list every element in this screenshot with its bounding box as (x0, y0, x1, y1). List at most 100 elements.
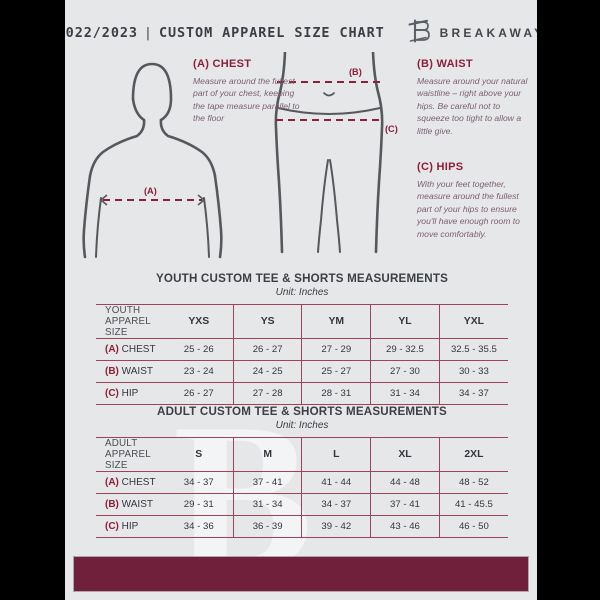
youth-table-header-row: YOUTH APPAREL SIZE YXS YS YM YL YXL (96, 304, 508, 339)
youth-size-col-2: YM (301, 304, 372, 339)
header-season: 2022/2023 (65, 25, 138, 41)
adult-table-title: ADULT CUSTOM TEE & SHORTS MEASUREMENTS (157, 405, 447, 418)
youth-hip-yl: 31 - 34 (370, 382, 440, 405)
youth-row-name-waist: WAIST (121, 366, 153, 377)
adult-waist-2xl: 41 - 45.5 (439, 493, 508, 516)
youth-row-name-chest: CHEST (121, 344, 156, 355)
footer-bar (73, 556, 529, 592)
waist-marker-label: (B) (349, 67, 362, 77)
adult-hip-s: 34 - 36 (164, 515, 234, 538)
adult-size-col-4: 2XL (439, 437, 508, 472)
adult-row-name-hip: HIP (121, 521, 139, 532)
adult-waist-s: 29 - 31 (164, 493, 234, 516)
table-row: (A) CHEST 34 - 37 37 - 41 41 - 44 44 - 4… (96, 471, 508, 494)
measurement-diagram: (B) (C) (A) (A) CHEST Measure around the… (65, 52, 537, 262)
callout-hips-title: (C) HIPS (417, 161, 464, 173)
youth-chest-ys: 26 - 27 (233, 338, 303, 361)
youth-chest-yl: 29 - 32.5 (370, 338, 440, 361)
youth-hip-ym: 28 - 31 (301, 382, 372, 405)
table-row: (C) HIP 26 - 27 27 - 28 28 - 31 31 - 34 … (96, 382, 508, 405)
adult-measurements-block: ADULT CUSTOM TEE & SHORTS MEASUREMENTS U… (96, 405, 508, 538)
table-row: (C) HIP 34 - 36 36 - 39 39 - 42 43 - 46 … (96, 515, 508, 538)
adult-table-unit: Unit: Inches (275, 420, 329, 431)
adult-row-tag-chest: (A) (105, 477, 119, 488)
youth-row-label-waist: (B) WAIST (96, 360, 165, 383)
youth-waist-ym: 25 - 27 (301, 360, 372, 383)
adult-chest-m: 37 - 41 (233, 471, 303, 494)
youth-table-title: YOUTH CUSTOM TEE & SHORTS MEASUREMENTS (155, 272, 449, 285)
page-header: 2022/2023|CUSTOM APPAREL SIZE CHART B (65, 18, 537, 49)
youth-waist-yxs: 23 - 24 (164, 360, 234, 383)
youth-hip-yxs: 26 - 27 (164, 382, 234, 405)
table-row: (A) CHEST 25 - 26 26 - 27 27 - 29 29 - 3… (96, 338, 508, 361)
callout-waist-title: (B) WAIST (417, 58, 473, 70)
adult-waist-m: 31 - 34 (233, 493, 303, 516)
header-separator: | (143, 25, 153, 41)
chest-arrow-right (197, 194, 206, 206)
adult-row-label-chest: (A) CHEST (96, 471, 165, 494)
adult-size-col-1: M (233, 437, 303, 472)
adult-size-col-2: L (301, 437, 372, 472)
adult-hip-l: 39 - 42 (301, 515, 372, 538)
adult-table-header-row: ADULT APPAREL SIZE S M L XL 2XL (96, 437, 508, 472)
youth-row-label-chest: (A) CHEST (96, 338, 165, 361)
youth-size-table: YOUTH APPAREL SIZE YXS YS YM YL YXL (A) … (96, 304, 508, 405)
adult-row-label-waist: (B) WAIST (96, 493, 165, 516)
youth-size-col-3: YL (370, 304, 440, 339)
youth-row-header-label: YOUTH APPAREL SIZE (96, 304, 165, 339)
adult-chest-xl: 44 - 48 (370, 471, 440, 494)
adult-chest-l: 41 - 44 (301, 471, 372, 494)
youth-chest-yxl: 32.5 - 35.5 (439, 338, 508, 361)
youth-measurements-block: YOUTH CUSTOM TEE & SHORTS MEASUREMENTS U… (96, 272, 508, 405)
hip-marker-label: (C) (385, 124, 398, 134)
youth-hip-yxl: 34 - 37 (439, 382, 508, 405)
size-chart-page: B 2022/2023|CUSTOM APPAREL SIZE CHART (65, 0, 537, 600)
youth-size-col-1: YS (233, 304, 303, 339)
youth-waist-yxl: 30 - 33 (439, 360, 508, 383)
callout-chest-title: (A) CHEST (193, 58, 252, 70)
adult-size-col-3: XL (370, 437, 440, 472)
adult-row-tag-waist: (B) (105, 499, 119, 510)
adult-row-label-hip: (C) HIP (96, 515, 165, 538)
callout-hips-body: With your feet together, measure around … (417, 179, 520, 239)
table-row: (B) WAIST 29 - 31 31 - 34 34 - 37 37 - 4… (96, 493, 508, 516)
youth-waist-ys: 24 - 25 (233, 360, 303, 383)
table-row: (B) WAIST 23 - 24 24 - 25 25 - 27 27 - 3… (96, 360, 508, 383)
adult-row-name-waist: WAIST (121, 499, 153, 510)
adult-size-col-0: S (164, 437, 234, 472)
callout-chest-body: Measure around the fullest part of your … (193, 76, 300, 124)
youth-hip-ys: 27 - 28 (233, 382, 303, 405)
callout-chest: (A) CHEST Measure around the fullest par… (193, 58, 303, 125)
brand-name: BREAKAWAY (439, 26, 537, 40)
youth-chest-ym: 27 - 29 (301, 338, 372, 361)
youth-waist-yl: 27 - 30 (370, 360, 440, 383)
torso-figure (82, 62, 223, 259)
adult-hip-xl: 43 - 46 (370, 515, 440, 538)
chest-marker-label: (A) (144, 186, 157, 196)
adult-row-header-label: ADULT APPAREL SIZE (96, 437, 165, 472)
adult-chest-2xl: 48 - 52 (439, 471, 508, 494)
adult-chest-s: 34 - 37 (164, 471, 234, 494)
callout-waist-body: Measure around your natural waistline – … (417, 76, 528, 136)
header-title: CUSTOM APPAREL SIZE CHART (158, 25, 385, 41)
adult-hip-2xl: 46 - 50 (439, 515, 508, 538)
youth-row-label-hip: (C) HIP (96, 382, 165, 405)
youth-row-tag-chest: (A) (105, 344, 119, 355)
youth-row-name-hip: HIP (121, 388, 139, 399)
youth-row-tag-waist: (B) (105, 366, 119, 377)
adult-waist-l: 34 - 37 (301, 493, 372, 516)
brand-lockup: BREAKAWAY (407, 18, 537, 49)
body-figures-svg: (B) (C) (A) (82, 52, 398, 259)
header-title-group: 2022/2023 | CUSTOM APPAREL SIZE CHART (65, 25, 385, 41)
callout-waist: (B) WAIST Measure around your natural wa… (417, 58, 529, 137)
adult-size-table: ADULT APPAREL SIZE S M L XL 2XL (A) CHES… (96, 437, 508, 538)
youth-row-tag-hip: (C) (105, 388, 119, 399)
adult-row-tag-hip: (C) (105, 521, 119, 532)
youth-size-col-4: YXL (439, 304, 508, 339)
adult-waist-xl: 37 - 41 (370, 493, 440, 516)
adult-hip-m: 36 - 39 (233, 515, 303, 538)
youth-size-col-0: YXS (164, 304, 234, 339)
youth-table-unit: Unit: Inches (275, 287, 329, 298)
callout-hips: (C) HIPS With your feet together, measur… (417, 161, 529, 240)
